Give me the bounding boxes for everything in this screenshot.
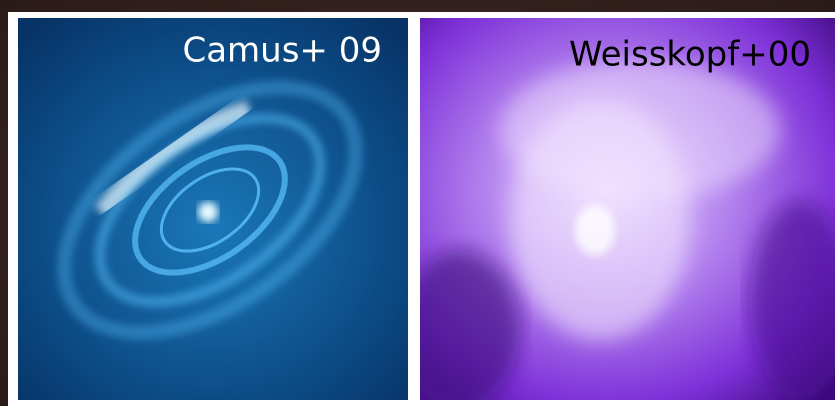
panel-label: Weisskopf+00 xyxy=(569,35,811,75)
purple-image xyxy=(400,18,835,406)
blue-image xyxy=(18,18,408,400)
slide: Camus+ 09 Weisskopf+00 xyxy=(0,0,835,406)
panel-label: Camus+ 09 xyxy=(182,31,382,71)
page: Camus+ 09 Weisskopf+00 (() => { const da… xyxy=(0,0,835,406)
